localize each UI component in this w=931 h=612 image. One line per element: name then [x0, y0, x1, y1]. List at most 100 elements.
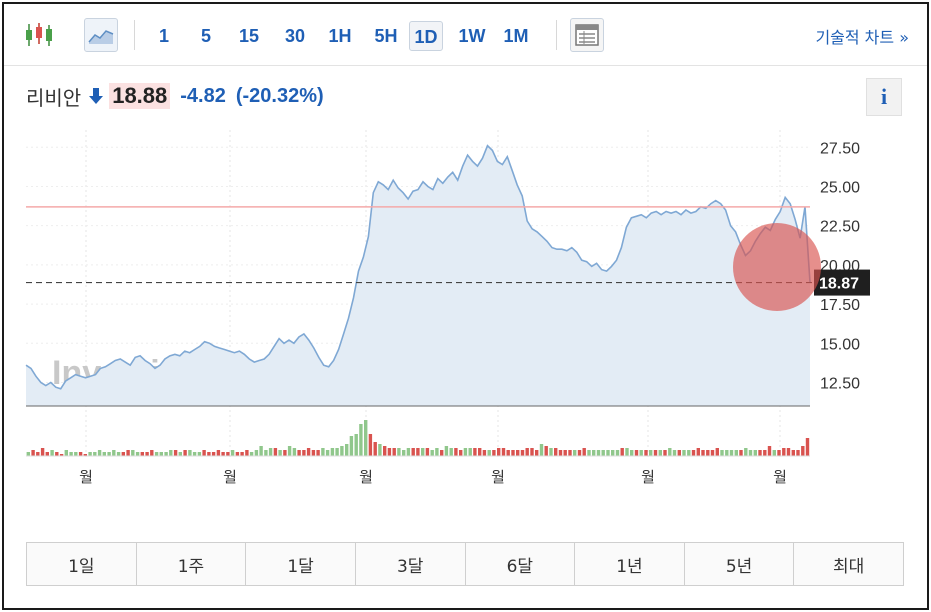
volume-bar: [582, 448, 586, 456]
volume-bar: [135, 452, 140, 456]
period-button-1w[interactable]: 1W: [458, 26, 486, 46]
last-price: 18.88: [109, 83, 171, 109]
volume-bar: [59, 454, 64, 456]
volume-bar: [539, 444, 544, 456]
volume-bar: [449, 448, 453, 456]
volume-bar: [682, 450, 686, 456]
volume-bar: [701, 450, 705, 456]
period-button-1h[interactable]: 1H: [328, 26, 352, 46]
volume-bar: [26, 452, 30, 456]
volume-bar: [463, 448, 468, 456]
volume-bar: [786, 448, 791, 456]
volume-bar: [102, 452, 106, 456]
volume-bar: [549, 448, 553, 456]
volume-bar: [649, 450, 653, 456]
volume-bar: [482, 450, 487, 456]
volume-bar: [88, 452, 92, 456]
volume-bar: [183, 450, 187, 456]
volume-bar: [169, 450, 173, 456]
volume-bar: [159, 452, 163, 456]
volume-bar: [440, 450, 444, 456]
volume-bar: [520, 450, 525, 456]
info-button[interactable]: i: [866, 78, 902, 116]
volume-bar: [772, 450, 776, 456]
price-chart: Investing.com27.5025.0022.5020.0017.5015…: [25, 130, 870, 486]
volume-bar: [150, 450, 154, 456]
range-button-5[interactable]: 1년: [575, 543, 685, 585]
volume-bar: [140, 452, 144, 456]
volume-bar: [734, 450, 738, 456]
range-button-7[interactable]: 최대: [833, 556, 865, 577]
period-button-15[interactable]: 15: [238, 26, 260, 46]
volume-bar: [687, 450, 691, 456]
volume-bar: [511, 450, 515, 456]
current-price-tag: [814, 269, 870, 296]
volume-bar: [387, 448, 392, 456]
volume-bar: [292, 448, 297, 456]
period-button-1d[interactable]: 1D: [409, 21, 443, 51]
period-button-30[interactable]: 30: [284, 26, 306, 46]
volume-bar: [411, 448, 415, 456]
volume-bar: [435, 448, 439, 456]
volume-bar: [606, 450, 610, 456]
volume-bar: [264, 450, 268, 456]
volume-bar: [653, 450, 658, 456]
period-button-5[interactable]: 5: [200, 26, 211, 46]
volume-bar: [706, 450, 710, 456]
period-button-1m[interactable]: 1M: [503, 26, 529, 46]
volume-bar: [796, 450, 800, 456]
y-tick-label: 15.00: [820, 336, 860, 353]
period-button-5h[interactable]: 5H: [374, 26, 398, 46]
volume-bar: [121, 452, 125, 456]
volume-bar: [297, 450, 301, 456]
range-button-3[interactable]: 3달: [356, 543, 466, 585]
volume-bar: [64, 450, 68, 456]
period-button-1[interactable]: 1: [158, 26, 169, 46]
volume-bar: [587, 450, 591, 456]
volume-bar: [492, 450, 496, 456]
down-arrow-icon: [89, 88, 104, 104]
volume-bar: [107, 452, 111, 456]
volume-bar: [615, 450, 620, 456]
volume-bar: [625, 448, 629, 456]
table-view-icon[interactable]: [570, 18, 604, 52]
area-chart-icon[interactable]: [84, 18, 118, 52]
x-tick-label: 월: [359, 468, 373, 486]
volume-bar: [192, 452, 197, 456]
volume-bar: [601, 450, 605, 456]
range-button-4[interactable]: 6달: [466, 543, 576, 585]
volume-bar: [497, 448, 501, 456]
volume-bar: [425, 448, 430, 456]
y-tick-label: 22.50: [820, 219, 860, 236]
technical-chart-link[interactable]: 기술적 차트 »: [815, 28, 909, 47]
volume-bar: [216, 450, 221, 456]
volume-bar: [478, 448, 482, 456]
range-button-1[interactable]: 1주: [137, 543, 247, 585]
volume-bar: [368, 434, 373, 456]
volume-bar: [330, 448, 335, 456]
volume-bar: [202, 450, 206, 456]
volume-bar: [345, 444, 349, 456]
x-tick-label: 월: [773, 468, 787, 486]
volume-bar: [245, 450, 249, 456]
x-tick-label: 월: [223, 468, 237, 486]
volume-bar: [725, 450, 729, 456]
volume-bar: [406, 448, 411, 456]
volume-bar: [50, 450, 54, 456]
range-button-0[interactable]: 1일: [27, 543, 137, 585]
volume-bar: [639, 450, 643, 456]
volume-bar: [630, 450, 634, 456]
volume-bar: [658, 450, 662, 456]
volume-bar: [207, 452, 211, 456]
volume-bar: [278, 450, 282, 456]
candlestick-chart-icon[interactable]: [22, 18, 56, 52]
volume-bar: [235, 452, 240, 456]
volume-bar: [74, 452, 78, 456]
volume-bar: [416, 448, 420, 456]
range-button-2[interactable]: 1달: [246, 543, 356, 585]
range-button-6[interactable]: 5년: [685, 543, 795, 585]
volume-bar: [31, 450, 35, 456]
volume-bar: [516, 450, 520, 456]
volume-bar: [454, 448, 458, 456]
